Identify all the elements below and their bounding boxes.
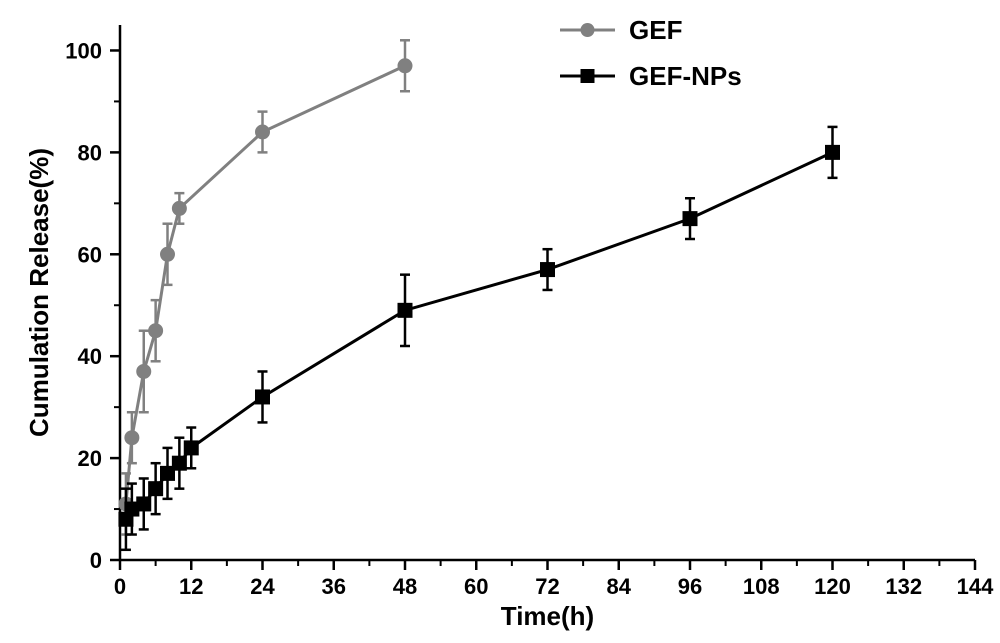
y-tick-label: 0: [90, 548, 102, 573]
x-tick-label: 12: [179, 574, 203, 599]
legend-marker: [581, 69, 595, 83]
marker-square: [398, 303, 412, 317]
chart-svg: 0 20 40 60 80 100 0 12 24 36 48 60 72 84 96 108 120 132 14…: [0, 0, 1000, 643]
marker-square: [541, 263, 555, 277]
x-tick-label: 36: [322, 574, 346, 599]
x-tick-label: 48: [393, 574, 417, 599]
y-tick-label: 80: [78, 140, 102, 165]
marker-circle: [137, 364, 151, 378]
marker-square: [137, 497, 151, 511]
x-tick-label: 144: [957, 574, 994, 599]
x-axis-label: Time(h): [501, 601, 594, 631]
legend-marker: [581, 23, 595, 37]
marker-circle: [125, 431, 139, 445]
marker-circle: [149, 324, 163, 338]
marker-circle: [398, 59, 412, 73]
x-tick-label: 132: [885, 574, 922, 599]
x-tick-label: 0: [114, 574, 126, 599]
marker-square: [683, 212, 697, 226]
marker-square: [826, 145, 840, 159]
y-axis-label: Cumulation Release(%): [24, 148, 54, 437]
marker-circle: [172, 201, 186, 215]
marker-square: [256, 390, 270, 404]
legend-label: GEF: [629, 15, 682, 45]
chart-container: 0 20 40 60 80 100 0 12 24 36 48 60 72 84 96 108 120 132 14…: [0, 0, 1000, 643]
x-tick-label: 96: [678, 574, 702, 599]
x-tick-label: 84: [607, 574, 632, 599]
y-tick-label: 40: [78, 344, 102, 369]
marker-square: [149, 482, 163, 496]
chart-background: [0, 0, 1000, 643]
marker-square: [184, 441, 198, 455]
y-tick-label: 20: [78, 446, 102, 471]
x-tick-label: 108: [743, 574, 780, 599]
x-tick-label: 120: [814, 574, 851, 599]
legend-label: GEF-NPs: [629, 61, 742, 91]
marker-square: [172, 456, 186, 470]
marker-circle: [256, 125, 270, 139]
marker-circle: [161, 247, 175, 261]
y-tick-label: 100: [65, 38, 102, 63]
y-tick-label: 60: [78, 242, 102, 267]
x-tick-label: 24: [250, 574, 275, 599]
x-tick-label: 60: [464, 574, 488, 599]
x-tick-label: 72: [535, 574, 559, 599]
